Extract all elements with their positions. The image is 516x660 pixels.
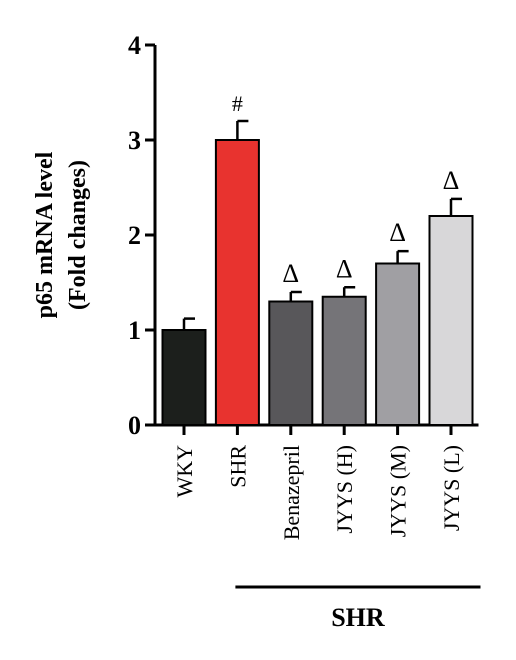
group-bracket: SHR (235, 585, 481, 632)
x-tick-label: WKY (172, 445, 197, 498)
axes: 0 1 2 3 4 (128, 31, 479, 440)
y-axis-title-line1: p65 mRNA level (32, 151, 58, 318)
significance-marker: Δ (336, 254, 353, 283)
significance-marker: Δ (443, 166, 460, 195)
y-tick-label: 0 (128, 411, 141, 440)
x-tick-label: JYYS (M) (386, 445, 411, 537)
y-tick-label: 1 (128, 316, 141, 345)
y-tick-label: 2 (128, 221, 141, 250)
x-tick-label: SHR (225, 445, 250, 488)
bar (214, 139, 260, 426)
significance-marker: Δ (389, 218, 406, 247)
bar (161, 329, 207, 426)
bar (321, 295, 367, 426)
bar (375, 262, 421, 426)
significance-marker: Δ (282, 259, 299, 288)
bar (428, 215, 474, 426)
x-tick-label: JYYS (L) (439, 445, 464, 531)
x-tick-label: JYYS (H) (332, 445, 357, 534)
y-tick-label: 3 (128, 126, 141, 155)
y-axis-title-line2: (Fold changes) (65, 160, 91, 310)
bars: # Δ Δ Δ Δ (161, 91, 474, 426)
x-tick-labels: WKY SHR Benazepril JYYS (H) JYYS (M) JYYS (L) (172, 445, 464, 541)
significance-marker: # (232, 91, 243, 116)
bar (268, 300, 314, 426)
y-axis-title: p65 mRNA level (Fold changes) (32, 151, 91, 318)
x-tick-label: Benazepril (279, 445, 304, 540)
y-tick-label: 4 (128, 31, 141, 60)
group-label: SHR (331, 603, 385, 632)
